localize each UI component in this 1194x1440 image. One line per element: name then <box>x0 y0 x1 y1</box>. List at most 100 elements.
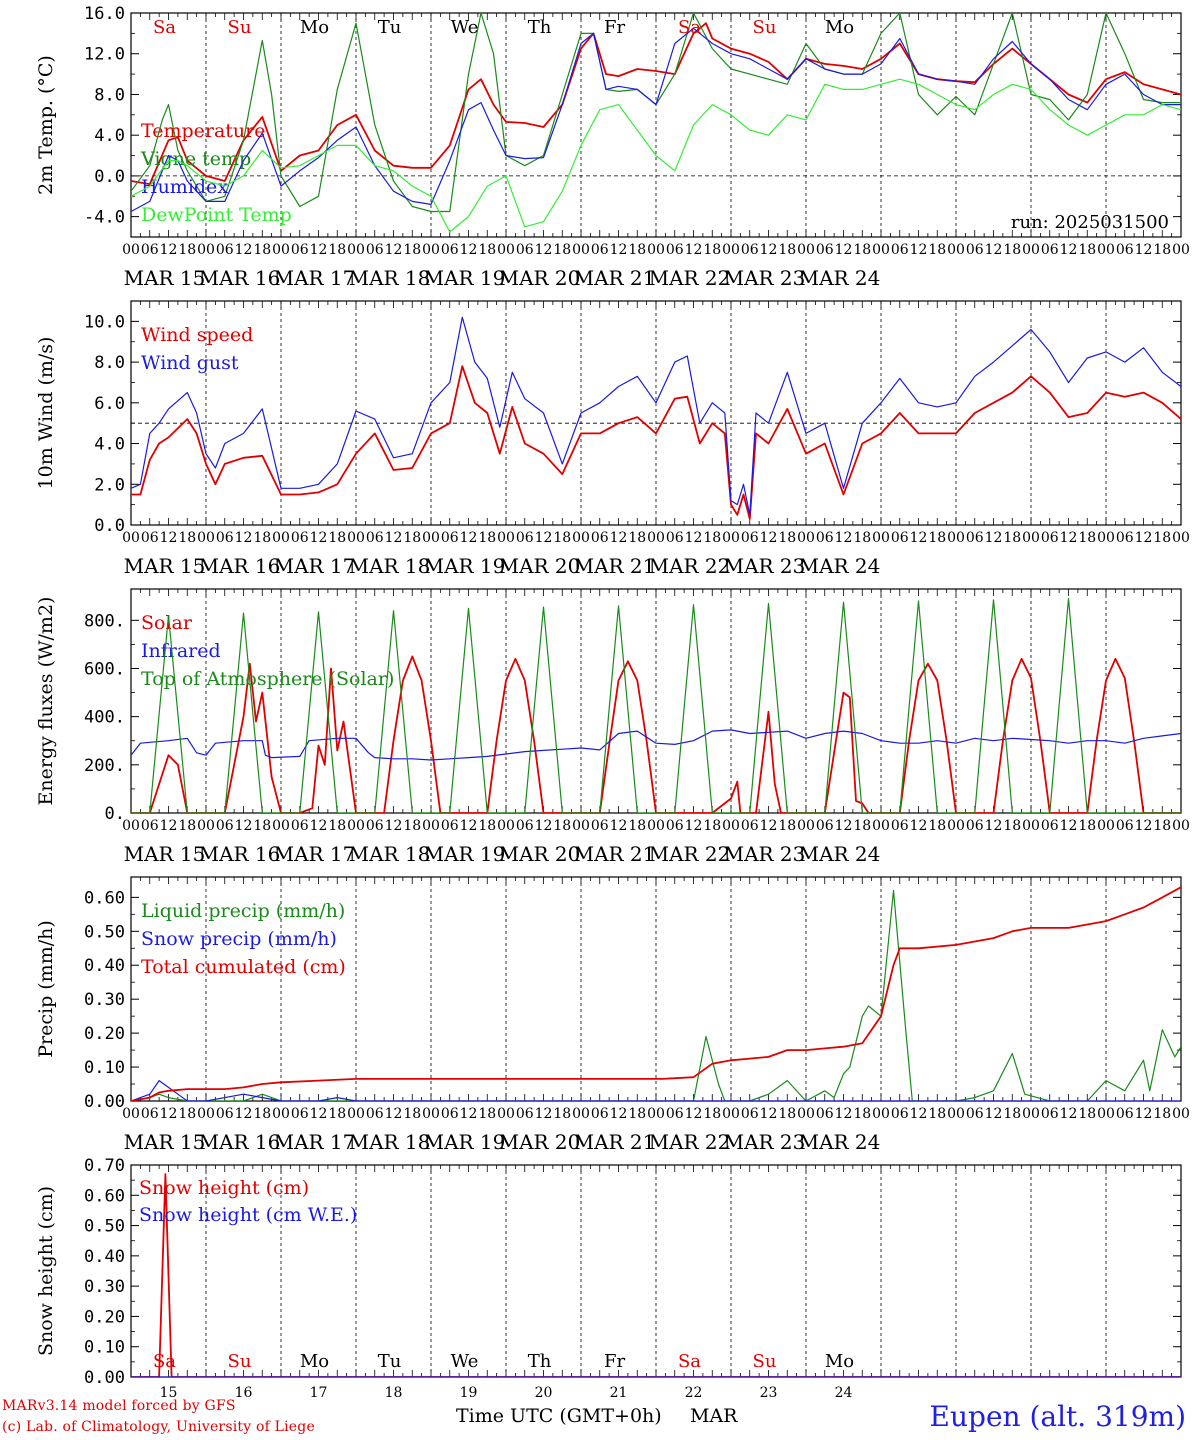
date-label: MAR 24 <box>799 842 881 866</box>
hour-tick-label: 00 <box>722 242 740 258</box>
date-label: MAR 18 <box>349 1130 431 1154</box>
hour-tick-label: 18 <box>403 1106 421 1122</box>
hour-tick-label: 00 <box>1022 242 1040 258</box>
y-tick-label: 12.0 <box>84 45 125 65</box>
hour-tick-label: 12 <box>460 818 478 834</box>
hour-tick-label: 06 <box>516 1106 534 1122</box>
y-tick-label: 8.0 <box>94 85 125 105</box>
hour-tick-label: 00 <box>422 242 440 258</box>
date-label: MAR 17 <box>274 554 356 578</box>
hour-tick-label: 00 <box>572 1106 590 1122</box>
hour-tick-label: 00 <box>947 1106 965 1122</box>
hour-tick-label: 12 <box>310 530 328 546</box>
hour-tick-label: 12 <box>685 242 703 258</box>
series-line-dewpoint-temp <box>131 78 1181 233</box>
hour-tick-label: 06 <box>441 530 459 546</box>
hour-tick-label: 00 <box>872 242 890 258</box>
date-label: MAR 17 <box>274 266 356 290</box>
hour-tick-label: 18 <box>1153 818 1171 834</box>
weekday-label: Sa <box>678 17 701 38</box>
hour-tick-label: 06 <box>1116 242 1134 258</box>
hour-tick-label: 18 <box>1003 818 1021 834</box>
hour-tick-label: 00 <box>1022 818 1040 834</box>
weekday-label: We <box>451 17 479 38</box>
y-tick-label: 0.20 <box>84 1024 125 1044</box>
hour-tick-label: 06 <box>891 530 909 546</box>
hour-tick-label: 06 <box>966 242 984 258</box>
hour-tick-label: 18 <box>553 530 571 546</box>
hour-tick-label: 06 <box>516 242 534 258</box>
weekday-label: Su <box>753 1351 777 1372</box>
day-number-label: 19 <box>460 1385 478 1401</box>
hour-tick-label: 00 <box>497 242 515 258</box>
y-tick-label: 200. <box>84 756 125 776</box>
hour-tick-label: 12 <box>535 242 553 258</box>
hour-tick-label: 06 <box>216 1106 234 1122</box>
date-label: MAR 22 <box>649 842 731 866</box>
date-label: MAR 23 <box>724 554 806 578</box>
hour-tick-label: 18 <box>253 818 271 834</box>
y-tick-label: 0.10 <box>84 1058 125 1078</box>
date-label: MAR 23 <box>724 842 806 866</box>
hour-tick-label: 00 <box>1172 1106 1190 1122</box>
hour-tick-label: 18 <box>553 1106 571 1122</box>
hour-tick-label: 12 <box>1060 242 1078 258</box>
hour-tick-label: 12 <box>685 530 703 546</box>
date-label: MAR 19 <box>424 842 506 866</box>
legend-entry: Vigne temp <box>140 148 251 170</box>
hour-tick-label: 12 <box>460 530 478 546</box>
hour-tick-label: 18 <box>478 530 496 546</box>
lab-credit: (c) Lab. of Climatology, University of L… <box>2 1419 315 1435</box>
hour-tick-label: 00 <box>422 530 440 546</box>
y-tick-label: 6.0 <box>94 394 125 414</box>
hour-tick-label: 18 <box>628 1106 646 1122</box>
hour-tick-label: 12 <box>760 818 778 834</box>
hour-tick-label: 18 <box>1003 530 1021 546</box>
weekday-label: Mo <box>825 1351 854 1372</box>
hour-tick-label: 12 <box>1135 1106 1153 1122</box>
weekday-label: Tu <box>378 17 402 38</box>
day-number-label: 16 <box>235 1385 253 1401</box>
hour-tick-label: 18 <box>928 818 946 834</box>
hour-tick-label: 06 <box>291 818 309 834</box>
hour-tick-label: 12 <box>910 1106 928 1122</box>
y-tick-label: 0.10 <box>84 1338 125 1358</box>
hour-tick-label: 12 <box>385 818 403 834</box>
hour-tick-label: 18 <box>1003 242 1021 258</box>
hour-tick-label: 12 <box>385 1106 403 1122</box>
hour-tick-label: 12 <box>910 818 928 834</box>
hour-tick-label: 00 <box>197 530 215 546</box>
series-line-infrared <box>131 729 1181 761</box>
hour-tick-label: 06 <box>666 818 684 834</box>
legend-entry: Temperature <box>141 120 265 142</box>
hour-tick-label: 00 <box>272 818 290 834</box>
hour-tick-label: 06 <box>1041 818 1059 834</box>
hour-tick-label: 06 <box>591 1106 609 1122</box>
hour-tick-label: 00 <box>722 530 740 546</box>
series-line-snow-precip-mm-h- <box>131 1080 1181 1101</box>
weekday-label: Su <box>228 1351 252 1372</box>
y-axis-title: Snow height (cm) <box>35 1186 57 1356</box>
hour-tick-label: 00 <box>647 242 665 258</box>
date-label: MAR 24 <box>799 554 881 578</box>
hour-tick-label: 00 <box>1022 530 1040 546</box>
hour-tick-label: 18 <box>1078 242 1096 258</box>
hour-tick-label: 00 <box>797 242 815 258</box>
hour-tick-label: 06 <box>366 530 384 546</box>
legend-entry: Solar <box>141 612 193 634</box>
hour-tick-label: 12 <box>760 1106 778 1122</box>
hour-tick-label: 06 <box>966 818 984 834</box>
hour-tick-label: 00 <box>347 530 365 546</box>
station-label: Eupen (alt. 319m) <box>929 1400 1186 1433</box>
date-label: MAR 15 <box>124 1130 206 1154</box>
legend-entry: Total cumulated (cm) <box>141 956 346 978</box>
hour-tick-label: 06 <box>966 1106 984 1122</box>
hour-tick-label: 00 <box>272 1106 290 1122</box>
weekday-label: Mo <box>300 1351 329 1372</box>
hour-tick-label: 06 <box>441 242 459 258</box>
hour-tick-label: 18 <box>478 242 496 258</box>
weekday-label: Fr <box>604 17 625 38</box>
hour-tick-label: 06 <box>891 1106 909 1122</box>
hour-tick-label: 00 <box>1097 1106 1115 1122</box>
date-label: MAR 18 <box>349 554 431 578</box>
